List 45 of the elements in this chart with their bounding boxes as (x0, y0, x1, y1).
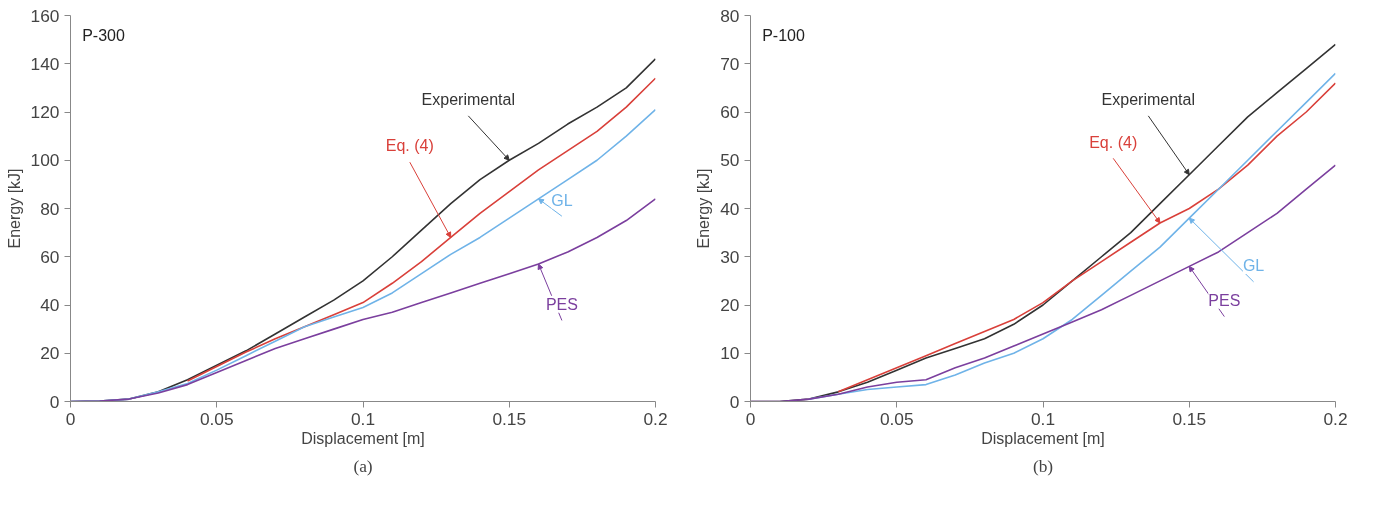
y-tick-label: 40 (40, 295, 60, 315)
y-tick-label: 60 (40, 246, 60, 267)
y-tick-label: 0 (49, 391, 60, 412)
y-tick-label: 70 (720, 53, 740, 74)
text: P-300 (82, 27, 125, 45)
y-tick-label: 20 (720, 295, 740, 315)
y-tick-label: 50 (720, 150, 740, 171)
x-tick-label: 0.15 (1172, 408, 1207, 429)
y-axis-title: Energy [kJ] (695, 168, 713, 249)
y-tick-label: 140 (30, 53, 60, 74)
y-tick-label: 30 (720, 246, 740, 267)
x-tick-label: 0.1 (350, 408, 376, 429)
y-tick-label: 10 (720, 343, 740, 364)
text: Experimental (421, 91, 515, 109)
y-tick-label: 60 (720, 102, 740, 122)
x-tick-label: 0.05 (199, 408, 234, 429)
x-tick-label: 0.2 (1323, 408, 1348, 429)
series-label: PES (1208, 291, 1241, 309)
y-tick-label: 0 (729, 391, 740, 412)
x-axis-title: Displacement [m] (981, 429, 1105, 447)
text: PES (545, 295, 578, 313)
x-tick-label: 0 (65, 408, 76, 429)
x-tick-label: 0.05 (879, 408, 914, 429)
y-tick-label: 80 (720, 5, 740, 26)
text: (b) (1032, 456, 1054, 476)
line-series (186, 77, 656, 382)
y-tick-label: 40 (720, 198, 740, 219)
text: Experimental (1101, 91, 1195, 109)
x-tick-label: 0 (745, 408, 756, 429)
y-tick-label: 20 (40, 343, 60, 364)
y-tick-label: 100 (30, 150, 60, 171)
x-tick-label: 0.1 (1030, 408, 1056, 429)
legend-label: GL (551, 191, 573, 209)
text: (a) (353, 456, 373, 476)
text: Eq. (4) (385, 137, 434, 155)
text: Eq. (4) (1089, 133, 1138, 151)
text: GL (1242, 257, 1265, 275)
y-tick-label: 80 (40, 198, 60, 219)
text: P-100 (762, 27, 805, 45)
x-tick-label: 0.15 (492, 408, 527, 429)
x-axis-title: Displacement [m] (301, 429, 425, 447)
y-tick-label: 160 (30, 5, 60, 26)
y-tick-label: 120 (30, 102, 60, 122)
x-tick-label: 0.2 (643, 408, 668, 429)
y-axis-title: Energy [kJ] (5, 168, 23, 249)
